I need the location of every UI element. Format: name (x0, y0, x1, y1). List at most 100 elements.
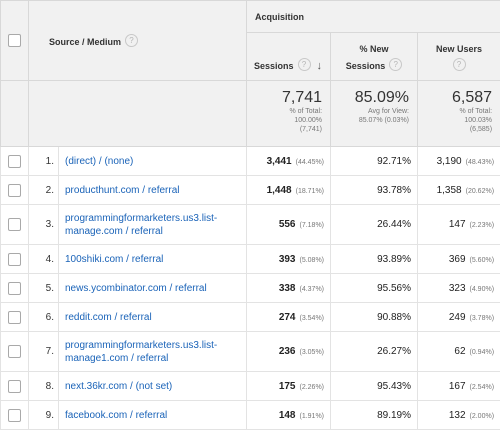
sessions-percent: (1.91%) (300, 413, 325, 420)
sessions-percent: (3.54%) (300, 315, 325, 322)
new-users-percent: (5.60%) (470, 257, 495, 264)
select-all-checkbox[interactable] (8, 34, 21, 47)
sessions-percent: (7.18%) (300, 222, 325, 229)
sessions-percent: (5.08%) (300, 257, 325, 264)
row-checkbox[interactable] (8, 409, 21, 422)
new-users-percent: (48.43%) (466, 159, 494, 166)
source-link[interactable]: (direct) / (none) (65, 156, 133, 167)
help-icon[interactable]: ? (125, 34, 138, 47)
row-checkbox[interactable] (8, 218, 21, 231)
header-row-top: Source / Medium? Acquisition (1, 1, 500, 33)
new-users-percent: (2.00%) (470, 413, 495, 420)
new-users-percent: (3.78%) (470, 315, 495, 322)
new-users-value: 62 (454, 346, 465, 357)
source-link[interactable]: news.ycombinator.com / referral (65, 283, 207, 294)
row-checkbox[interactable] (8, 282, 21, 295)
new-users-value: 249 (449, 312, 466, 323)
totals-row: 7,741 % of Total: 100.00% (7,741) 85.09%… (1, 81, 500, 147)
sort-descending-icon[interactable]: ↓ (317, 60, 323, 72)
new-users-value: 1,358 (437, 185, 462, 196)
new-users-header[interactable]: New Users ? (418, 33, 500, 81)
row-rank: 9. (29, 401, 59, 430)
source-medium-header[interactable]: Source / Medium? (29, 1, 247, 81)
sessions-percent: (4.37%) (300, 286, 325, 293)
row-rank: 2. (29, 176, 59, 205)
sessions-value: 1,448 (267, 185, 292, 196)
select-all-cell (1, 1, 29, 81)
table-row: 3. programmingformarketers.us3.list-mana… (1, 205, 500, 245)
sessions-percent: (44.45%) (296, 159, 324, 166)
sessions-value: 148 (279, 410, 296, 421)
new-users-value: 369 (449, 254, 466, 265)
sessions-value: 175 (279, 381, 296, 392)
new-users-value: 132 (449, 410, 466, 421)
source-link[interactable]: 100shiki.com / referral (65, 254, 163, 265)
row-rank: 5. (29, 274, 59, 303)
total-new-sessions: 85.09% Avg for View: 85.07% (0.03%) (331, 81, 418, 147)
acquisition-header: Acquisition (247, 1, 500, 33)
table-row: 9. facebook.com / referral 148 (1.91%) 89… (1, 401, 500, 430)
row-checkbox[interactable] (8, 184, 21, 197)
help-icon[interactable]: ? (389, 58, 402, 71)
new-sessions-value: 92.71% (331, 147, 418, 176)
table-row: 1. (direct) / (none) 3,441(44.45%) 92.71… (1, 147, 500, 176)
new-sessions-value: 89.19% (331, 401, 418, 430)
new-sessions-label-line1: % New (331, 43, 417, 56)
row-checkbox[interactable] (8, 345, 21, 358)
help-icon[interactable]: ? (298, 58, 311, 71)
row-rank: 6. (29, 303, 59, 332)
sessions-value: 3,441 (267, 156, 292, 167)
help-icon[interactable]: ? (453, 58, 466, 71)
source-link[interactable]: next.36kr.com / (not set) (65, 381, 172, 392)
new-sessions-value: 93.78% (331, 176, 418, 205)
total-new-users: 6,587 % of Total: 100.03% (6,585) (418, 81, 500, 147)
new-sessions-value: 95.56% (331, 274, 418, 303)
new-sessions-value: 90.88% (331, 303, 418, 332)
total-sessions: 7,741 % of Total: 100.00% (7,741) (247, 81, 331, 147)
new-users-value: 167 (449, 381, 466, 392)
sessions-percent: (18.71%) (296, 188, 324, 195)
table-body: 1. (direct) / (none) 3,441(44.45%) 92.71… (1, 147, 500, 430)
new-users-percent: (20.62%) (466, 188, 494, 195)
row-rank: 8. (29, 372, 59, 401)
row-rank: 3. (29, 205, 59, 245)
new-users-value: 323 (449, 283, 466, 294)
sessions-label: Sessions (254, 61, 294, 71)
row-checkbox[interactable] (8, 380, 21, 393)
sessions-percent: (3.05%) (300, 349, 325, 356)
new-sessions-value: 93.89% (331, 245, 418, 274)
row-checkbox[interactable] (8, 311, 21, 324)
new-users-value: 3,190 (437, 156, 462, 167)
new-sessions-value: 95.43% (331, 372, 418, 401)
source-link[interactable]: facebook.com / referral (65, 410, 167, 421)
table-row: 6. reddit.com / referral 274(3.54%) 90.8… (1, 303, 500, 332)
new-users-percent: (2.23%) (470, 222, 495, 229)
sessions-value: 556 (279, 219, 296, 230)
sessions-header[interactable]: Sessions? ↓ (247, 33, 331, 81)
table-row: 5. news.ycombinator.com / referral 338 (4… (1, 274, 500, 303)
acquisition-label: Acquisition (255, 12, 304, 22)
source-link[interactable]: programmingformarketers.us3.list-manage1… (65, 340, 217, 364)
row-checkbox[interactable] (8, 253, 21, 266)
source-link[interactable]: reddit.com / referral (65, 312, 152, 323)
new-users-label: New Users (418, 43, 500, 56)
sessions-value: 236 (279, 346, 296, 357)
new-sessions-value: 26.44% (331, 205, 418, 245)
new-sessions-label-line2: Sessions (346, 61, 386, 71)
new-users-value: 147 (449, 219, 466, 230)
table-row: 8. next.36kr.com / (not set) 175(2.26%) … (1, 372, 500, 401)
source-link[interactable]: programmingformarketers.us3.list-manage.… (65, 213, 217, 237)
row-rank: 7. (29, 332, 59, 372)
sessions-percent: (2.26%) (300, 384, 325, 391)
table-row: 4. 100shiki.com / referral 393 (5.08%) 93… (1, 245, 500, 274)
row-rank: 4. (29, 245, 59, 274)
new-users-percent: (4.90%) (470, 286, 495, 293)
sessions-value: 338 (279, 283, 296, 294)
source-link[interactable]: producthunt.com / referral (65, 185, 180, 196)
new-users-percent: (0.94%) (470, 349, 495, 356)
row-checkbox[interactable] (8, 155, 21, 168)
new-sessions-header[interactable]: % New Sessions? (331, 33, 418, 81)
sessions-value: 393 (279, 254, 296, 265)
table-row: 2. producthunt.com / referral 1,448 (18.7… (1, 176, 500, 205)
